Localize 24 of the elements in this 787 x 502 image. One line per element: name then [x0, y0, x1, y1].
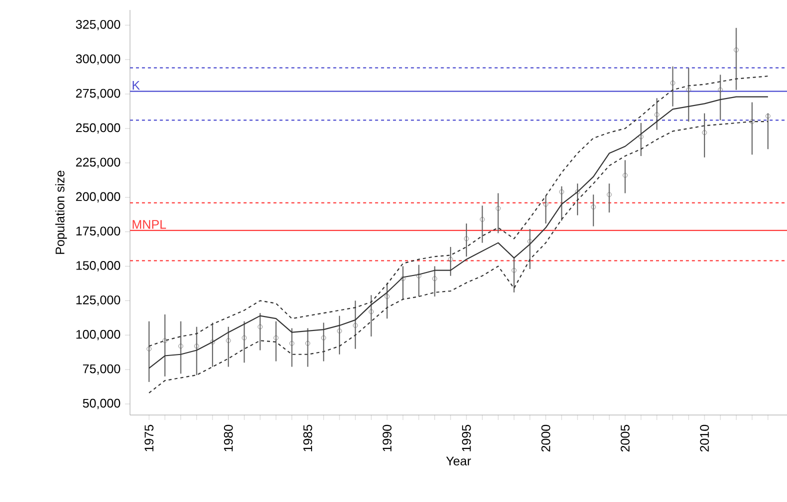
- y-tick-label: 75,000: [83, 364, 120, 375]
- y-tick-label: 325,000: [76, 20, 120, 30]
- y-tick-label: 275,000: [76, 88, 120, 100]
- x-tick-label: 1995: [462, 424, 471, 452]
- ref-line-label: MNPL: [132, 220, 166, 229]
- x-tick-label: 2010: [700, 424, 709, 452]
- y-tick-label: 200,000: [76, 192, 120, 203]
- y-tick-label: 50,000: [82, 398, 120, 410]
- y-tick-label: 150,000: [76, 261, 120, 272]
- y-tick-label: 250,000: [76, 123, 120, 134]
- x-axis-title: Year: [446, 456, 471, 466]
- x-tick-label: 1975: [144, 424, 154, 452]
- x-tick-label: 1990: [382, 424, 392, 452]
- y-tick-label: 125,000: [76, 295, 120, 306]
- x-tick-label: 2000: [541, 424, 550, 452]
- y-tick-label: 100,000: [76, 330, 120, 340]
- y-tick-label: 175,000: [76, 226, 120, 237]
- y-axis-title: Population size: [55, 170, 67, 254]
- x-tick-label: 1985: [303, 424, 312, 452]
- ref-line-label: K: [132, 80, 140, 90]
- x-tick-label: 1980: [224, 424, 233, 452]
- y-tick-label: 300,000: [76, 54, 120, 65]
- y-tick-label: 225,000: [76, 158, 120, 168]
- x-tick-label: 2005: [620, 424, 630, 452]
